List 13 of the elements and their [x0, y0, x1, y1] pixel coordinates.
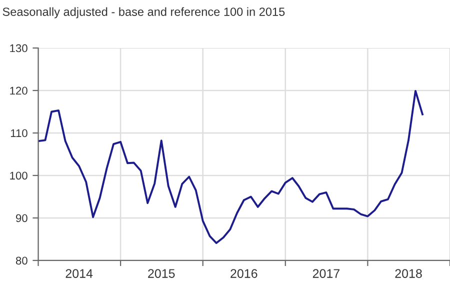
y-tick-label: 130	[10, 44, 28, 52]
y-tick-label: 100	[10, 172, 28, 180]
x-tick-label: 2017	[312, 269, 340, 278]
x-tick-label: 2016	[230, 269, 258, 278]
chart-title: Seasonally adjusted - base and reference 100 in 2015	[2, 7, 285, 18]
x-tick-label: 2015	[148, 269, 175, 278]
y-tick-label: 80	[16, 256, 28, 265]
y-tick-label: 110	[10, 129, 28, 138]
y-tick-label: 90	[16, 214, 28, 222]
y-tick-label: 120	[10, 86, 28, 95]
x-tick-label: 2014	[66, 269, 93, 278]
x-tick-label: 2018	[395, 269, 422, 278]
line-series	[38, 90, 424, 244]
